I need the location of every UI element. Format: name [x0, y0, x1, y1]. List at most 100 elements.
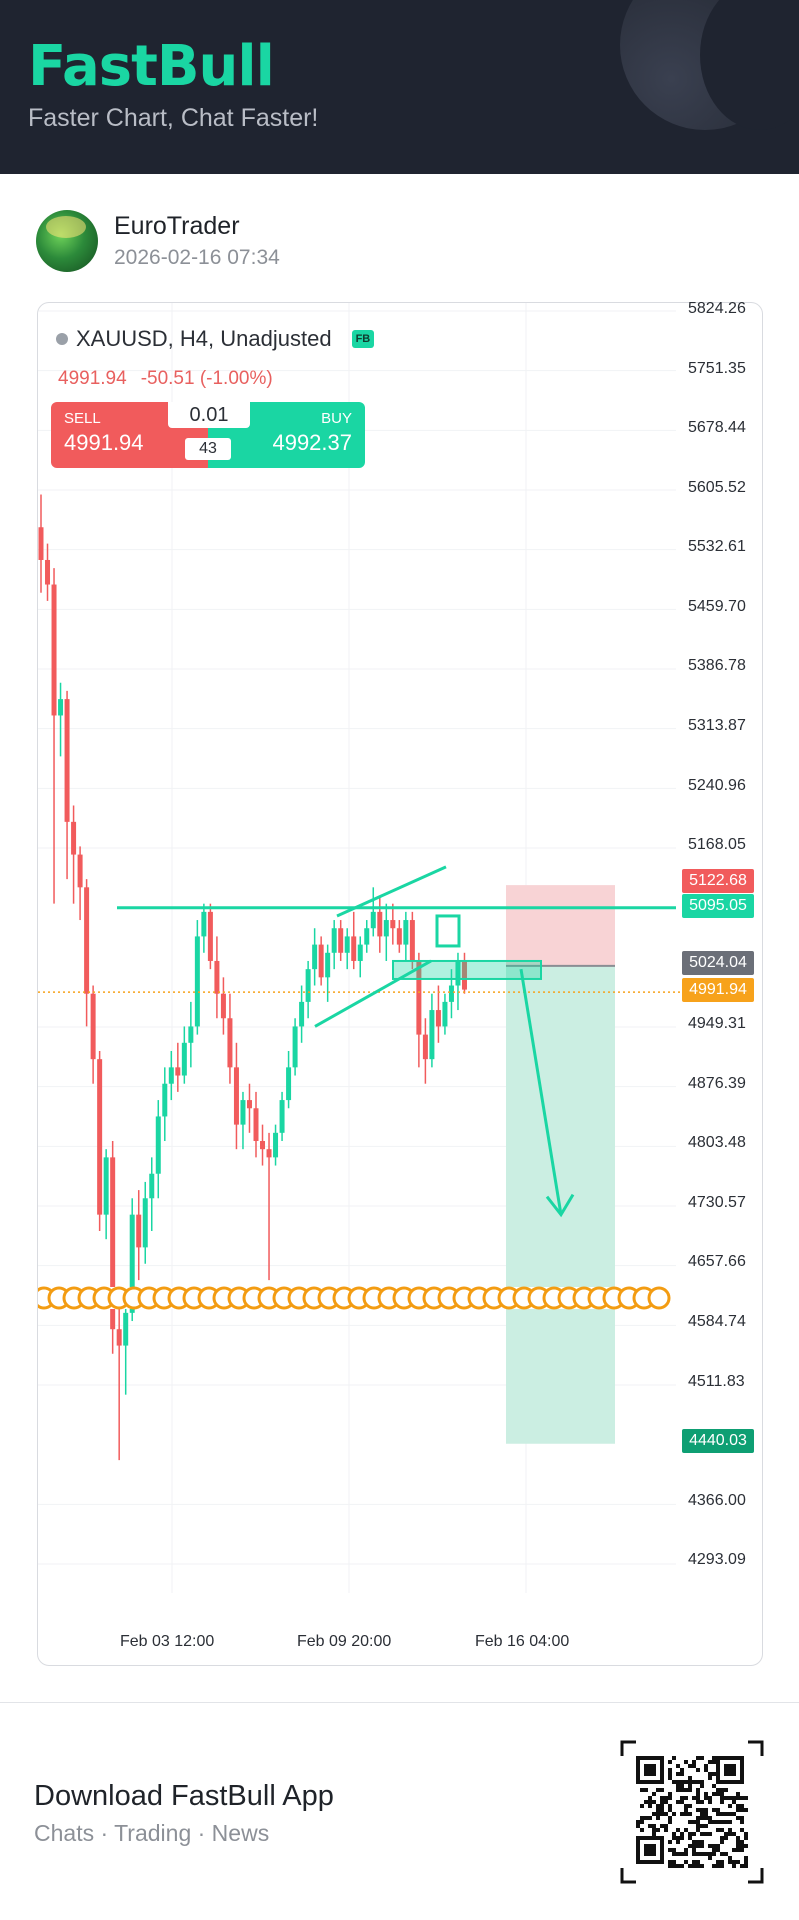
- qr-module: [652, 1800, 656, 1804]
- sell-label: SELL: [64, 410, 101, 427]
- y-tick-label: 5386.78: [688, 657, 746, 674]
- qr-module: [712, 1772, 716, 1776]
- qr-module: [716, 1864, 720, 1868]
- qr-module: [740, 1828, 744, 1832]
- qr-module: [688, 1776, 692, 1780]
- qr-module: [728, 1812, 732, 1816]
- qr-module: [672, 1860, 676, 1864]
- candle-body: [246, 1100, 252, 1109]
- qr-module: [716, 1860, 720, 1864]
- buy-button[interactable]: BUY 4992.37: [208, 402, 365, 468]
- candle-body: [357, 944, 363, 961]
- download-subtitle: Chats · Trading · News: [34, 1820, 270, 1846]
- qr-module: [668, 1768, 672, 1772]
- user-name[interactable]: EuroTrader: [114, 212, 240, 240]
- qr-module: [680, 1768, 684, 1772]
- qr-module: [664, 1828, 668, 1832]
- qr-module: [672, 1832, 676, 1836]
- qr-module: [668, 1848, 672, 1852]
- qr-module: [744, 1864, 748, 1868]
- qr-module: [700, 1852, 704, 1856]
- qr-module: [680, 1784, 684, 1788]
- qr-module: [656, 1812, 660, 1816]
- candle-body: [123, 1312, 129, 1346]
- qr-module: [724, 1852, 728, 1856]
- qr-module: [684, 1804, 688, 1808]
- qr-module: [712, 1756, 716, 1760]
- y-tick-label: 4657.66: [688, 1253, 746, 1270]
- qr-module: [720, 1792, 724, 1796]
- qr-module: [644, 1800, 648, 1804]
- qr-module: [704, 1812, 708, 1816]
- y-tick-label: 4584.74: [688, 1313, 746, 1330]
- qr-module: [692, 1760, 696, 1764]
- spread-value: 43: [185, 438, 231, 460]
- qr-module: [684, 1812, 688, 1816]
- qr-module: [668, 1840, 672, 1844]
- qr-module: [744, 1836, 748, 1840]
- qr-module: [708, 1772, 712, 1776]
- qr-module: [732, 1796, 736, 1800]
- price-chart[interactable]: [38, 303, 762, 1665]
- candle-body: [253, 1108, 259, 1141]
- qr-module: [720, 1796, 724, 1800]
- qr-module: [672, 1836, 676, 1840]
- qr-module: [640, 1804, 644, 1808]
- qr-module: [688, 1784, 692, 1788]
- qr-module: [704, 1768, 708, 1772]
- y-tick-label: 4949.31: [688, 1015, 746, 1032]
- tagline: Faster Chart, Chat Faster!: [28, 104, 319, 132]
- qr-module: [672, 1864, 676, 1868]
- qr-module: [660, 1808, 664, 1812]
- candle-body: [142, 1198, 148, 1248]
- qr-module: [644, 1816, 648, 1820]
- candle-body: [162, 1083, 168, 1117]
- download-title[interactable]: Download FastBull App: [34, 1780, 334, 1812]
- qr-code[interactable]: [620, 1740, 764, 1884]
- qr-module: [704, 1808, 708, 1812]
- qr-module: [668, 1816, 672, 1820]
- qr-module: [688, 1820, 692, 1824]
- qr-module: [700, 1864, 704, 1868]
- candle-body: [370, 911, 376, 929]
- candle-body: [181, 1042, 187, 1076]
- y-tick-label: 5240.96: [688, 777, 746, 794]
- qr-module: [692, 1852, 696, 1856]
- candle-body: [233, 1067, 239, 1125]
- qr-module: [688, 1836, 692, 1840]
- qr-module: [676, 1840, 680, 1844]
- candle-body: [292, 1026, 298, 1068]
- qr-module: [680, 1788, 684, 1792]
- qr-module: [704, 1816, 708, 1820]
- qr-module: [688, 1844, 692, 1848]
- user-avatar[interactable]: [36, 210, 98, 272]
- qr-module: [684, 1828, 688, 1832]
- qr-module: [696, 1808, 700, 1812]
- app-header: FastBull Faster Chart, Chat Faster!: [0, 0, 799, 174]
- qr-module: [668, 1772, 672, 1776]
- candle-body: [455, 960, 461, 986]
- qr-module: [744, 1832, 748, 1836]
- buy-label: BUY: [321, 410, 352, 427]
- qr-module: [696, 1852, 700, 1856]
- lot-size-input[interactable]: 0.01: [168, 402, 250, 428]
- qr-module: [700, 1844, 704, 1848]
- symbol-header: XAUUSD, H4, Unadjusted FB: [56, 326, 375, 352]
- qr-module: [708, 1816, 712, 1820]
- qr-module: [728, 1860, 732, 1864]
- qr-module: [648, 1796, 652, 1800]
- qr-module: [712, 1792, 716, 1796]
- stop-loss-tag: 5122.68: [682, 869, 754, 893]
- qr-module: [732, 1812, 736, 1816]
- candle-body: [338, 928, 344, 953]
- qr-module: [668, 1804, 672, 1808]
- qr-module: [684, 1852, 688, 1856]
- candle-body: [227, 1018, 233, 1068]
- qr-module: [680, 1780, 684, 1784]
- qr-module: [708, 1760, 712, 1764]
- candle-body: [364, 928, 370, 945]
- qr-module: [740, 1864, 744, 1868]
- qr-module: [692, 1796, 696, 1800]
- qr-module: [736, 1816, 740, 1820]
- candle-body: [168, 1067, 174, 1084]
